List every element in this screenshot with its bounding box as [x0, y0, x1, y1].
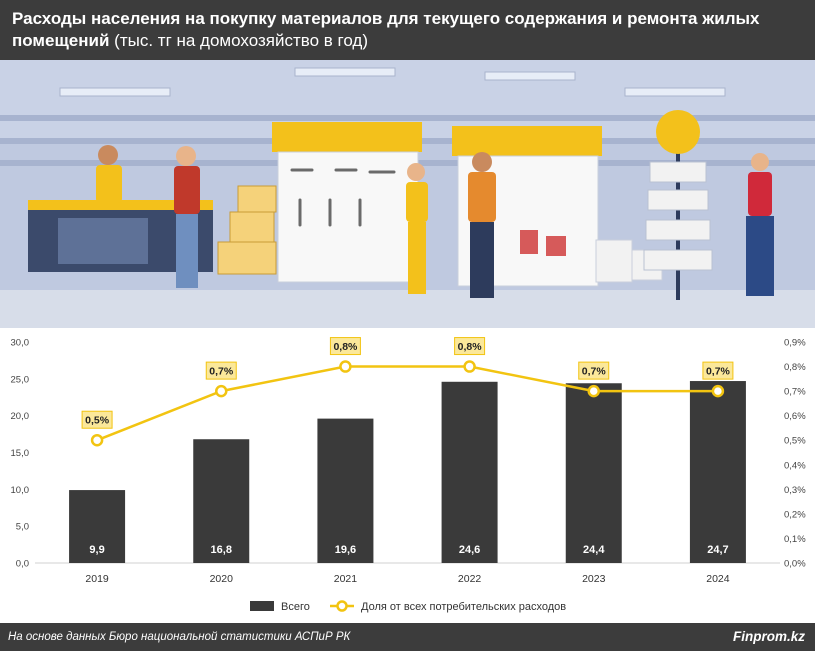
y-right-tick-label: 0,3%: [784, 485, 806, 496]
share-value-label: 0,7%: [582, 366, 607, 378]
y-left-tick-label: 20,0: [11, 411, 30, 422]
x-tick-label: 2021: [334, 573, 358, 585]
chart-title: Расходы населения на покупку материалов …: [12, 8, 803, 52]
bar: [565, 383, 622, 563]
share-point: [339, 360, 352, 373]
y-left-tick-label: 30,0: [11, 338, 30, 349]
x-tick-label: 2019: [85, 573, 109, 585]
x-tick-label: 2020: [210, 573, 234, 585]
share-point: [711, 384, 725, 398]
bar-value-label: 24,7: [707, 544, 728, 556]
y-left-tick-label: 10,0: [11, 485, 30, 496]
chart-footer: На основе данных Бюро национальной стати…: [0, 623, 815, 651]
y-right-tick-label: 0,8%: [784, 362, 806, 373]
bar: [317, 418, 374, 563]
store-illustration: [0, 60, 815, 328]
share-label-box: [578, 361, 610, 380]
y-left-tick-label: 15,0: [11, 448, 30, 459]
brand-label: Finprom.kz: [732, 629, 805, 644]
share-point: [215, 384, 228, 398]
y-right-tick-label: 0,1%: [784, 534, 806, 545]
x-tick-label: 2022: [458, 573, 482, 585]
chart-title-main: Расходы населения на покупку материалов …: [12, 9, 760, 50]
legend-swatch-total: [250, 601, 274, 611]
x-tick-label: 2023: [582, 573, 606, 585]
y-right-tick-label: 0,2%: [784, 509, 806, 520]
share-point: [90, 433, 104, 447]
chart-legend: Всего Доля от всех потребительских расхо…: [250, 600, 566, 613]
bar-value-label: 24,4: [583, 544, 605, 556]
bar-value-label: 24,6: [459, 544, 480, 556]
legend-swatch-share-marker: [336, 600, 348, 612]
chart-axes: 0,0 5,0 10,0 15,0 20,0 25,0 30,0 0,0% 0,1% 0,2% 0,…: [11, 338, 807, 586]
bar: [441, 381, 498, 563]
bar: [689, 381, 746, 563]
share-label-box: [702, 361, 734, 380]
share-label-box: [329, 337, 361, 356]
share-point: [463, 360, 476, 373]
share-line: [96, 365, 718, 442]
bar-value-label: 19,6: [335, 544, 356, 556]
chart-area: 0,0 5,0 10,0 15,0 20,0 25,0 30,0 0,0% 0,1% 0,2% 0,…: [11, 337, 807, 613]
share-point: [587, 384, 600, 398]
share-label-box: [205, 361, 237, 380]
source-note: На основе данных Бюро национальной стати…: [8, 631, 351, 643]
y-right-tick-label: 0,7%: [784, 387, 806, 398]
chart-title-unit: (тыс. тг на домохозяйство в год): [114, 31, 369, 50]
bar-value-label: 16,8: [211, 544, 232, 556]
bar-value-label: 9,9: [89, 544, 104, 556]
x-tick-label: 2024: [706, 573, 730, 585]
share-value-label: 0,8%: [458, 341, 483, 353]
bar: [69, 490, 126, 563]
share-value-label: 0,8%: [333, 341, 358, 353]
y-right-tick-label: 0,9%: [784, 338, 806, 349]
bar-series: 9,9 16,8 19,6 24,6 24,4 24,7: [69, 381, 746, 563]
chart-header: Расходы населения на покупку материалов …: [0, 0, 815, 60]
y-left-tick-label: 25,0: [11, 374, 30, 385]
y-right-tick-label: 0,4%: [784, 460, 806, 471]
y-right-tick-label: 0,6%: [784, 411, 806, 422]
share-label-box: [454, 337, 486, 356]
share-value-label: 0,7%: [209, 366, 234, 378]
share-value-label: 0,7%: [706, 366, 731, 378]
legend-label-share: Доля от всех потребительских расходов: [361, 601, 566, 613]
y-left-tick-label: 5,0: [16, 522, 29, 533]
legend-label-total: Всего: [281, 601, 310, 613]
y-right-tick-label: 0,0%: [784, 559, 806, 570]
bar: [193, 439, 250, 563]
share-value-label: 0,5%: [85, 415, 110, 427]
share-label-box: [81, 410, 113, 429]
y-left-tick-label: 0,0: [16, 559, 29, 570]
line-series: 0,5% 0,7% 0,8% 0,8% 0,7% 0,7%: [81, 337, 734, 447]
y-right-tick-label: 0,5%: [784, 436, 806, 447]
